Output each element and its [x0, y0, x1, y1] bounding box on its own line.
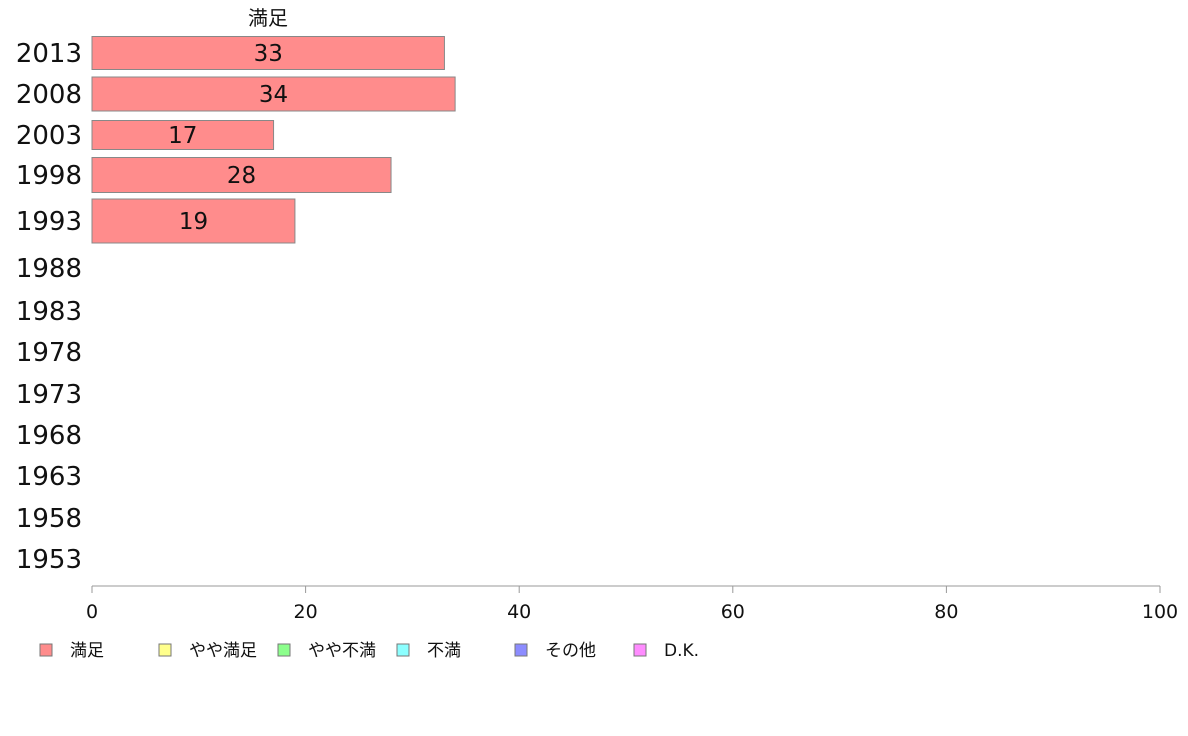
year-label: 1958	[16, 504, 82, 534]
x-tick-label: 100	[1142, 601, 1178, 623]
year-label: 1968	[16, 421, 82, 451]
legend-swatch	[277, 643, 291, 657]
legend-label: 不満	[427, 641, 461, 661]
bar-value-label: 28	[227, 163, 256, 189]
year-label: 2008	[16, 80, 82, 110]
x-tick-label: 40	[507, 601, 531, 623]
year-label: 2013	[16, 39, 82, 69]
bar	[91, 76, 456, 112]
legend-label: その他	[545, 641, 596, 661]
legend-label: 満足	[70, 641, 104, 661]
bars: 33 34 17 28 19	[91, 36, 456, 244]
legend-label: やや満足	[189, 641, 257, 661]
bar	[91, 36, 445, 70]
legend-swatch	[633, 643, 647, 657]
legend-swatch	[158, 643, 172, 657]
year-label: 1953	[16, 545, 82, 575]
legend: 満足 やや満足 やや不満 不満 その他 D.K.	[39, 641, 699, 661]
x-tick-label: 0	[86, 601, 98, 623]
legend-label: やや不満	[308, 641, 376, 661]
year-label: 1973	[16, 380, 82, 410]
bar	[91, 120, 275, 150]
x-tick-label: 60	[721, 601, 745, 623]
bar-value-label: 19	[179, 209, 208, 235]
bar-value-label: 34	[259, 82, 288, 108]
x-tick-label: 80	[934, 601, 958, 623]
legend-swatch	[514, 643, 528, 657]
year-label: 1998	[16, 161, 82, 191]
year-label: 1978	[16, 338, 82, 368]
year-labels: 2013 2008 2003 1998 1993 1988 1983 1978 1973 1968…	[16, 39, 82, 575]
year-label: 1983	[16, 297, 82, 327]
year-label: 1963	[16, 462, 82, 492]
year-label: 1993	[16, 207, 82, 237]
bar-value-label: 33	[254, 41, 283, 67]
column-title: 満足	[248, 6, 288, 30]
year-label: 2003	[16, 121, 82, 151]
x-tick-label: 20	[294, 601, 318, 623]
legend-swatch	[39, 643, 53, 657]
bar	[91, 198, 296, 244]
bar-value-label: 17	[168, 123, 197, 149]
year-label: 1988	[16, 254, 82, 284]
legend-label: D.K.	[664, 641, 699, 661]
x-axis: 0 20 40 60 80 100	[86, 585, 1178, 623]
bar	[91, 157, 392, 193]
legend-swatch	[396, 643, 410, 657]
